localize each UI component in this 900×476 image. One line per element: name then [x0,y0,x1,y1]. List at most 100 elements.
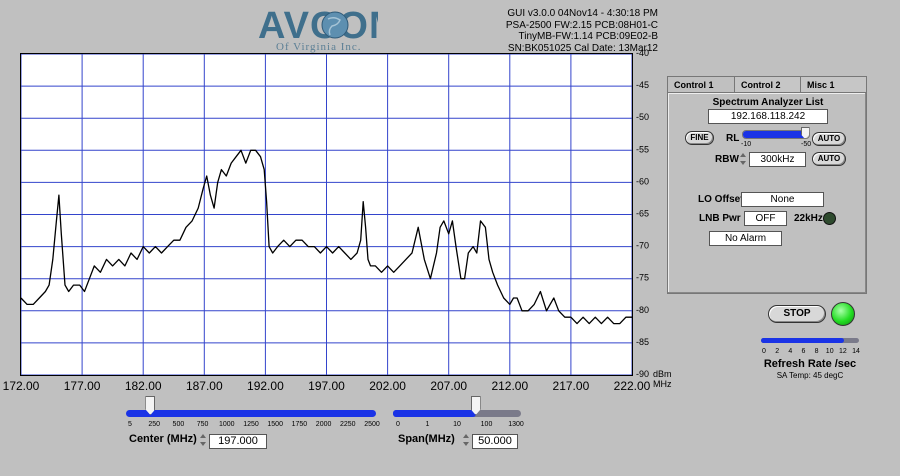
slider-scale-label: 0 [762,348,766,355]
center-slider-thumb[interactable] [145,396,156,415]
y-axis: -40 -45 -50 -55 -60 -65 -70 -75 -80 -85 -90 [636,48,649,379]
slider-scale-label: 250 [148,421,161,428]
y-tick-label: -80 [636,305,649,315]
x-tick-label: 207.00 [430,379,468,393]
x-tick-label: 187.00 [185,379,223,393]
tab-control-2[interactable]: Control 2 [734,76,801,92]
slider-scale-label: 1250 [243,421,259,428]
rbw-stepper[interactable] [740,153,746,165]
slider-scale-label: 1300 [508,421,524,428]
slider-scale-label: 5 [128,421,132,428]
y-unit-label: dBm [653,369,672,379]
slider-scale-label: 4 [788,348,793,355]
x-tick-label: 202.00 [369,379,406,393]
slider-scale-label: 6 [801,348,806,355]
22khz-label: 22kHz [794,213,823,224]
refresh-rate-fill [761,338,845,343]
span-label: Span(MHz) [398,433,455,445]
slider-scale-label: 2500 [364,421,380,428]
span-slider-thumb[interactable] [470,396,481,415]
y-tick-label: -45 [636,80,649,90]
alarm-status-field: No Alarm [709,231,782,246]
rl-label: RL [726,133,740,144]
center-stepper[interactable] [200,434,206,446]
y-tick-label: -75 [636,273,649,283]
lo-offset-field[interactable]: None [741,192,824,207]
y-tick-label: -55 [636,144,649,154]
spectrum-analyzer-list-label: Spectrum Analyzer List [712,97,824,108]
slider-scale-label: 2250 [340,421,356,428]
lnb-pwr-label: LNB Pwr [699,213,741,224]
y-tick-label: -65 [636,209,649,219]
y-tick-label: -40 [636,48,649,58]
avcom-logo: AVCOM Of Virginia Inc. [258,5,378,53]
slider-scale-label: 2 [775,348,780,355]
x-tick-label: 212.00 [491,379,529,393]
fine-button[interactable]: FINE [685,131,714,145]
slider-scale-label: 1500 [267,421,283,428]
rbw-field[interactable]: 300kHz [749,152,806,167]
slider-scale-label: 1000 [219,421,235,428]
span-slider[interactable] [393,410,521,417]
x-tick-label: 172.00 [2,379,40,393]
y-tick-label: -60 [636,176,649,186]
span-stepper[interactable] [463,434,469,446]
x-tick-label: 182.00 [124,379,162,393]
spectrum-plot[interactable] [20,53,633,376]
info-line: TinyMB-FW:1.14 PCB:09E02-B [518,31,659,42]
rl-auto-button[interactable]: AUTO [812,132,846,146]
y-tick-label: -70 [636,241,649,251]
spectrum-plot-svg [20,53,633,376]
logo-sub-text: Of Virginia Inc. [276,41,362,53]
logo-main-text: AVCOM [258,5,378,47]
tab-misc-1[interactable]: Misc 1 [800,76,867,92]
span-field[interactable]: 50.000 [472,434,518,449]
info-line: SN:BK051025 Cal Date: 13Mar12 [507,42,658,54]
slider-scale-label: 0 [396,421,400,428]
x-unit-label: MHz [653,379,672,389]
spectrum-trace [20,149,632,325]
x-tick-label: 177.00 [63,379,101,393]
control-1-panel: Spectrum Analyzer List 192.168.118.242 F… [667,92,867,294]
running-indicator-led [831,302,855,326]
slider-scale-label: 14 [852,348,860,355]
y-tick-label: -90 [636,369,649,379]
lnb-pwr-field[interactable]: OFF [744,211,787,226]
slider-scale-label: 1 [425,421,430,428]
lo-offset-label: LO Offset [698,194,744,205]
slider-scale-label: 10 [825,348,834,355]
slider-scale-label: 10 [453,421,461,428]
slider-scale-label: 500 [172,421,185,428]
rl-slider[interactable] [742,130,810,139]
refresh-rate-slider[interactable] [761,338,859,343]
rl-min-label: -10 [741,141,752,148]
span-slider-fill [393,410,477,417]
x-tick-label: 197.00 [308,379,345,393]
info-line: GUI v3.0.0 04Nov14 - 4:30:18 PM [507,8,658,19]
y-tick-label: -50 [636,112,649,122]
analyzer-ip-field[interactable]: 192.168.118.242 [708,109,828,124]
center-label: Center (MHz) [129,433,197,445]
axis-units: dBm MHz [653,369,672,389]
y-tick-label: -85 [636,337,649,347]
center-field[interactable]: 197.000 [209,434,267,449]
info-line: PSA-2500 FW:2.15 PCB:08H01-C [505,19,658,31]
rbw-label: RBW [715,154,739,165]
rbw-auto-button[interactable]: AUTO [812,152,846,166]
slider-scale-label: 100 [480,421,493,428]
x-tick-label: 192.00 [247,379,284,393]
rl-max-label: -50 [801,141,812,148]
rl-slider-thumb[interactable] [800,127,810,139]
slider-scale-label: 1750 [291,421,308,428]
slider-scale-label: 8 [814,348,819,355]
refresh-rate-label: Refresh Rate /sec [763,358,857,370]
x-tick-label: 222.00 [613,379,651,393]
tab-bar: Control 1 Control 2 Misc 1 [667,76,867,94]
slider-scale-label: 12 [838,348,847,355]
x-tick-label: 217.00 [552,379,590,393]
rl-slider-fill [743,131,806,138]
slider-scale-label: 2000 [315,421,332,428]
stop-button[interactable]: STOP [768,305,826,323]
sa-temp-label: SA Temp: 45 degC [776,371,844,380]
center-slider[interactable] [126,410,376,417]
